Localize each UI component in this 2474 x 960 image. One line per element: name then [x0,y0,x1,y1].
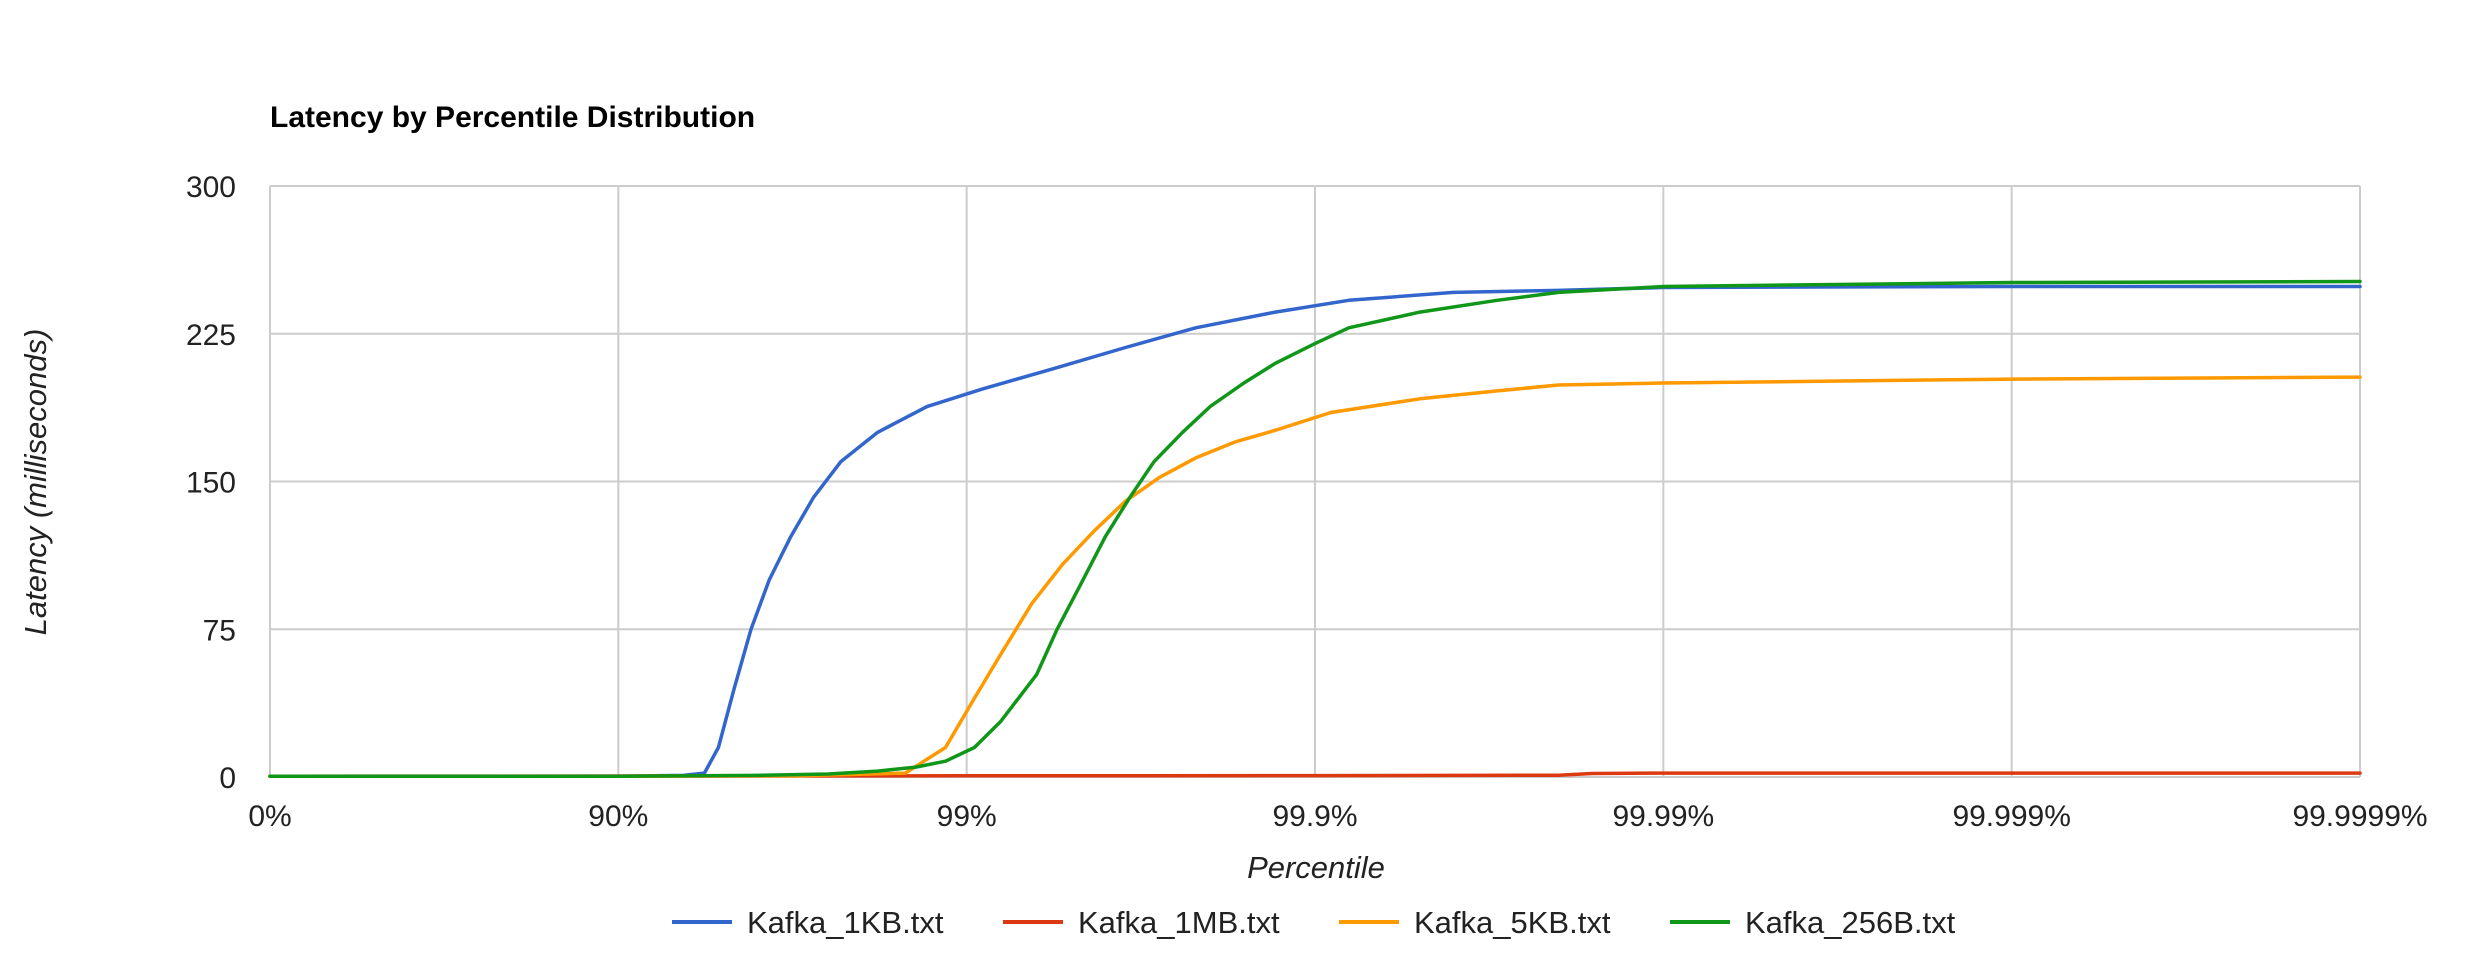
x-axis-ticks: 0% 90% 99% 99.9% 99.99% 99.999% 99.9999% [248,800,2427,833]
chart-title: Latency by Percentile Distribution [270,101,755,134]
series-line-3 [268,279,2362,778]
gridlines [269,185,2361,778]
series-lines [268,279,2362,778]
y-tick-label: 225 [186,319,236,352]
legend: Kafka_1KB.txt Kafka_1MB.txt Kafka_5KB.txt K… [672,905,1956,940]
x-tick-label: 99% [937,800,997,833]
y-tick-label: 150 [186,467,236,500]
series-line-0 [268,284,2362,778]
y-axis-title: Latency (milliseconds) [18,329,53,636]
x-tick-label: 99.9999% [2292,800,2427,833]
legend-entry: Kafka_1KB.txt [747,905,944,940]
x-tick-label: 99.9% [1272,800,1357,833]
legend-entry: Kafka_256B.txt [1745,905,1956,940]
x-tick-label: 0% [248,800,291,833]
y-tick-label: 0 [219,762,236,795]
x-tick-label: 99.999% [1952,800,2070,833]
series-line-2 [268,375,2362,778]
x-tick-label: 99.99% [1612,800,1714,833]
x-tick-label: 90% [588,800,648,833]
y-axis-ticks: 0 75 150 225 300 [186,171,236,795]
legend-entry: Kafka_5KB.txt [1414,905,1611,940]
y-tick-label: 300 [186,171,236,204]
y-tick-label: 75 [203,614,236,647]
x-axis-title: Percentile [1247,850,1385,885]
legend-entry: Kafka_1MB.txt [1078,905,1280,940]
